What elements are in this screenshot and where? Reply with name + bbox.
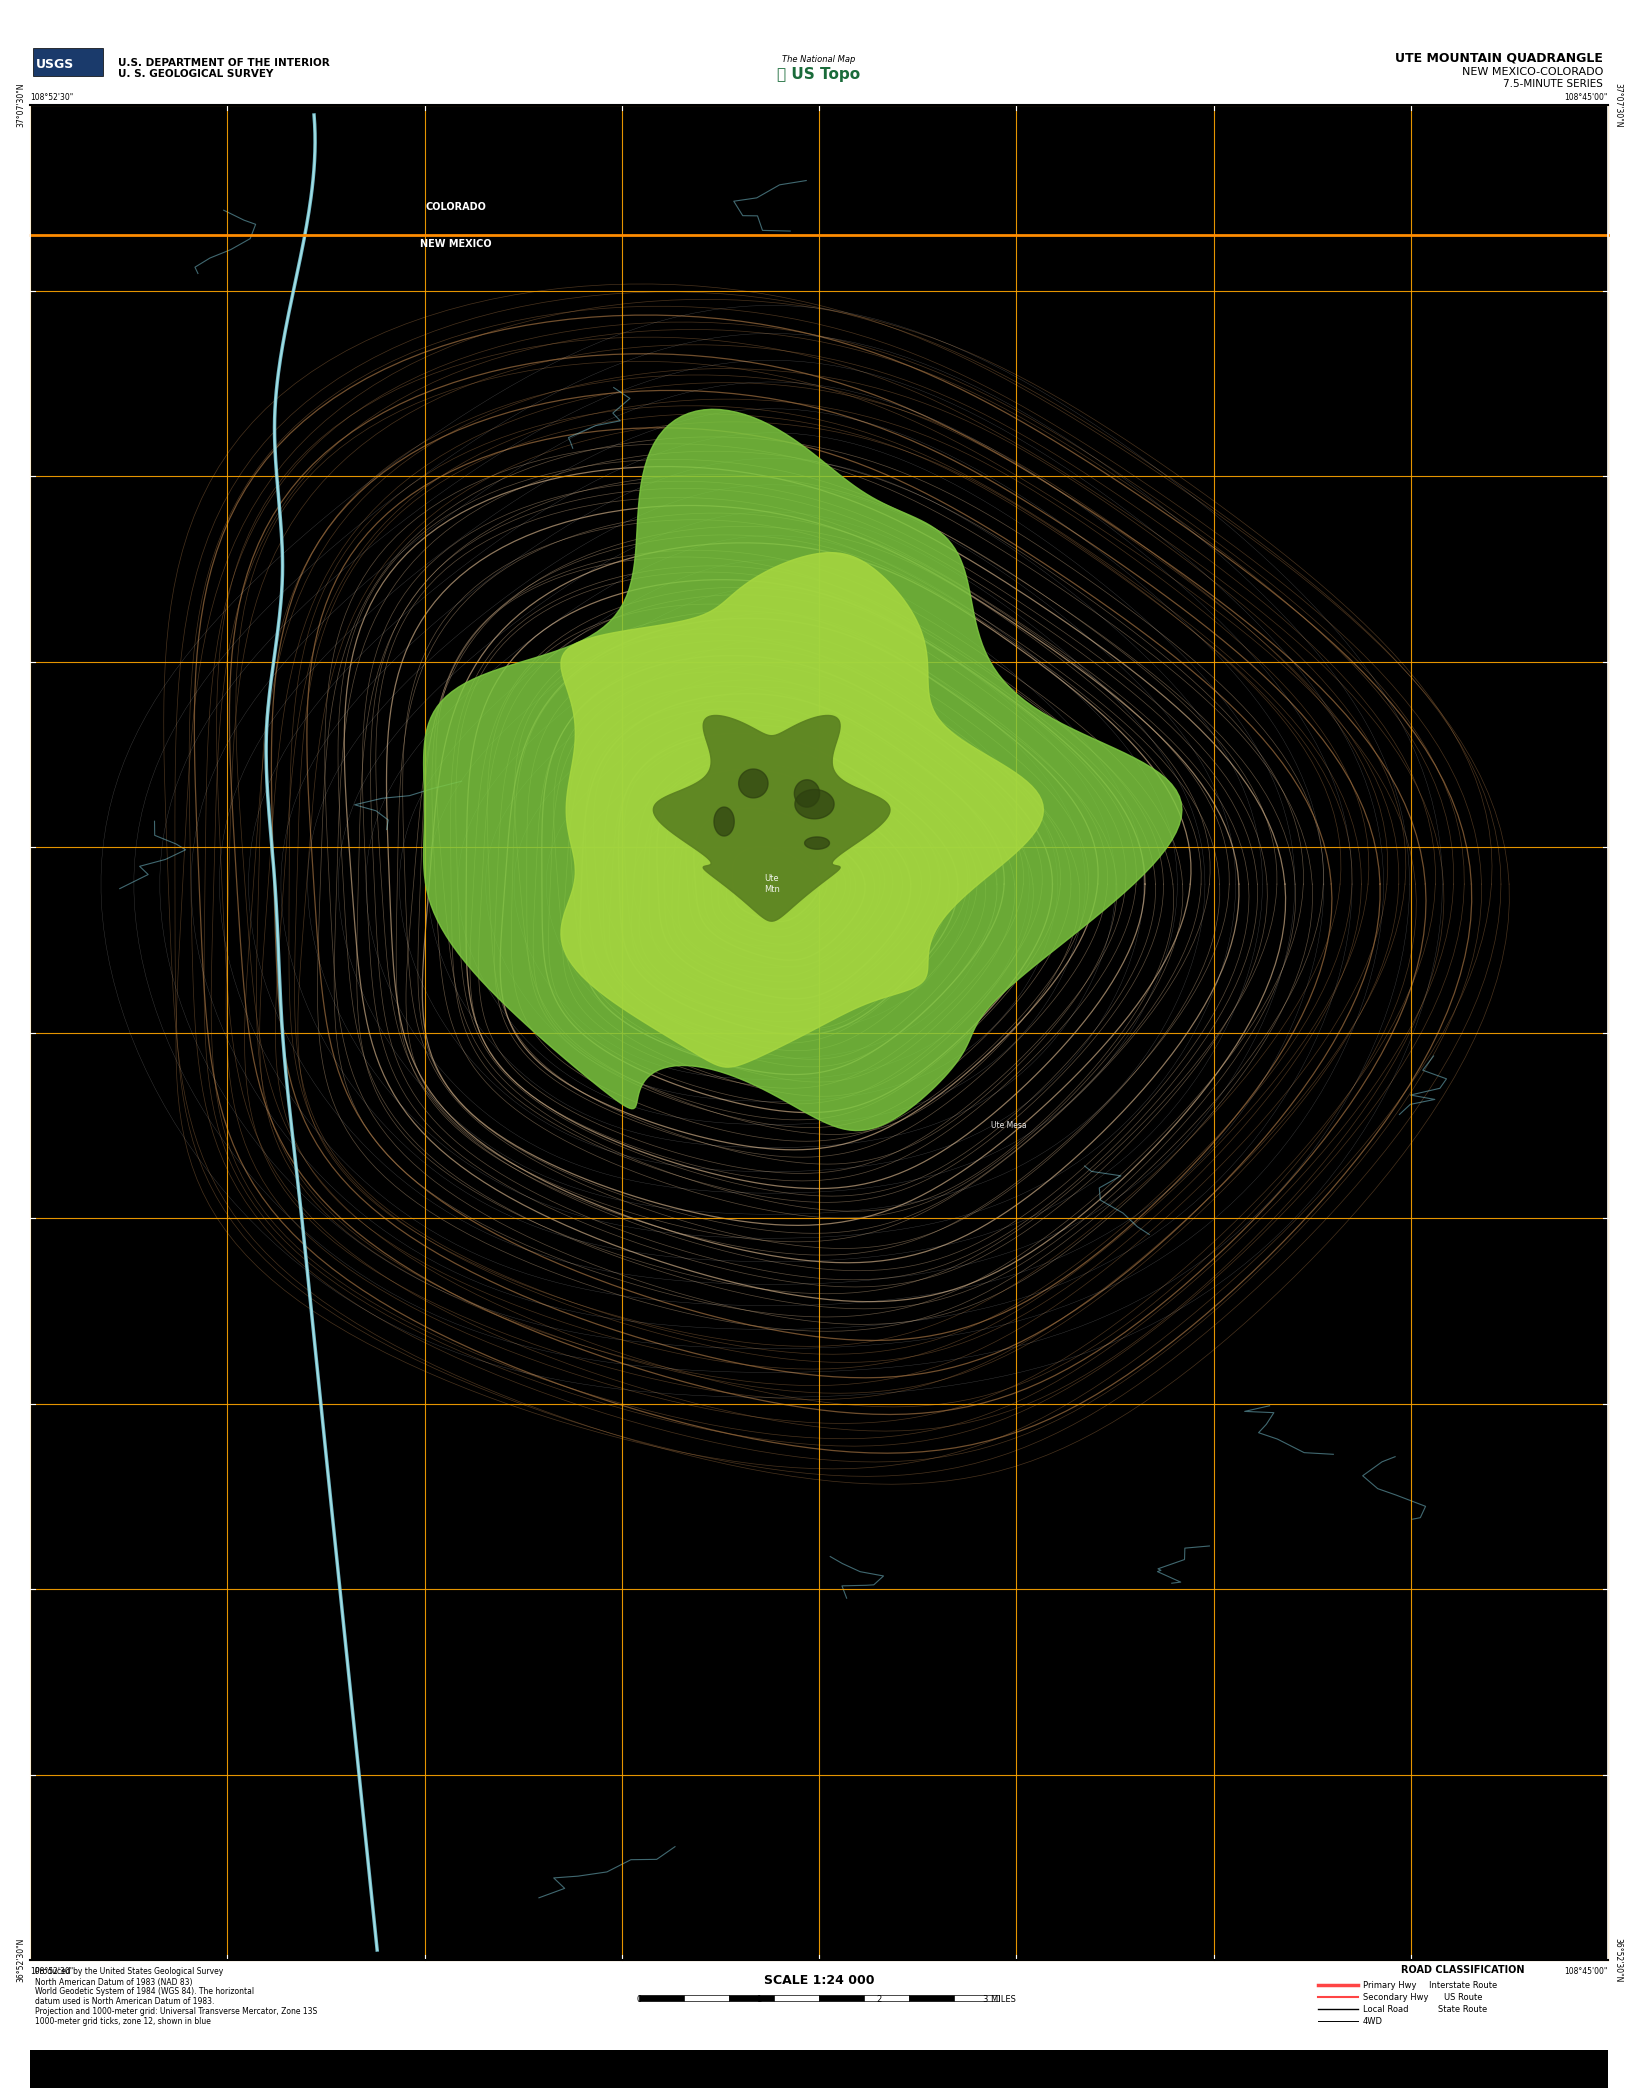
Text: Secondary Hwy: Secondary Hwy xyxy=(1363,1992,1428,2002)
Bar xyxy=(639,1994,685,2000)
Text: UTE MOUNTAIN QUADRANGLE: UTE MOUNTAIN QUADRANGLE xyxy=(1396,52,1604,65)
Text: 4WD: 4WD xyxy=(1363,2017,1382,2025)
Text: SCALE 1:24 000: SCALE 1:24 000 xyxy=(763,1973,875,1986)
Text: U.S. DEPARTMENT OF THE INTERIOR: U.S. DEPARTMENT OF THE INTERIOR xyxy=(118,58,329,69)
Bar xyxy=(909,1994,953,2000)
Text: NEW MEXICO-COLORADO: NEW MEXICO-COLORADO xyxy=(1461,67,1604,77)
Text: 0: 0 xyxy=(637,1994,642,2004)
Text: Ute Mesa: Ute Mesa xyxy=(991,1121,1025,1130)
Polygon shape xyxy=(794,789,834,818)
Text: Interstate Route: Interstate Route xyxy=(1428,1982,1497,1990)
Text: 37°07'30"N: 37°07'30"N xyxy=(16,84,25,127)
Text: NEW MEXICO: NEW MEXICO xyxy=(421,240,491,248)
Polygon shape xyxy=(804,837,829,850)
Text: Local Road: Local Road xyxy=(1363,2004,1409,2013)
Text: 1: 1 xyxy=(757,1994,762,2004)
Text: 36°52'30"N: 36°52'30"N xyxy=(1613,1938,1622,1982)
Bar xyxy=(953,1994,999,2000)
Polygon shape xyxy=(424,409,1183,1130)
Text: World Geodetic System of 1984 (WGS 84). The horizontal: World Geodetic System of 1984 (WGS 84). … xyxy=(34,1988,254,1996)
Text: US Route: US Route xyxy=(1443,1992,1482,2002)
Text: State Route: State Route xyxy=(1438,2004,1487,2013)
Text: 36°52'30"N: 36°52'30"N xyxy=(16,1938,25,1982)
Text: North American Datum of 1983 (NAD 83): North American Datum of 1983 (NAD 83) xyxy=(34,1977,193,1986)
Polygon shape xyxy=(794,779,819,808)
Text: Ute
Mtn: Ute Mtn xyxy=(763,875,780,894)
Bar xyxy=(29,104,1609,1961)
Text: 108°52'30": 108°52'30" xyxy=(29,92,74,102)
Text: Primary Hwy: Primary Hwy xyxy=(1363,1982,1417,1990)
Text: ROAD CLASSIFICATION: ROAD CLASSIFICATION xyxy=(1400,1965,1525,1975)
Text: 7.5-MINUTE SERIES: 7.5-MINUTE SERIES xyxy=(1504,79,1604,90)
Text: 1000-meter grid ticks, zone 12, shown in blue: 1000-meter grid ticks, zone 12, shown in… xyxy=(34,2017,211,2027)
Text: U. S. GEOLOGICAL SURVEY: U. S. GEOLOGICAL SURVEY xyxy=(118,69,274,79)
Text: Produced by the United States Geological Survey: Produced by the United States Geological… xyxy=(34,1967,223,1977)
Text: Projection and 1000-meter grid: Universal Transverse Mercator, Zone 13S: Projection and 1000-meter grid: Universa… xyxy=(34,2007,318,2017)
Polygon shape xyxy=(714,808,734,835)
Bar xyxy=(729,1994,775,2000)
Text: datum used is North American Datum of 1983.: datum used is North American Datum of 19… xyxy=(34,1998,215,2007)
Polygon shape xyxy=(654,716,889,921)
Bar xyxy=(863,1994,909,2000)
Text: 🌎 US Topo: 🌎 US Topo xyxy=(778,67,860,84)
Bar xyxy=(775,1994,819,2000)
Text: USGS: USGS xyxy=(36,58,74,71)
Text: 37°07'30"N: 37°07'30"N xyxy=(1613,84,1622,127)
Bar xyxy=(29,2050,1609,2088)
Text: The National Map: The National Map xyxy=(783,56,855,65)
Text: 108°52'30": 108°52'30" xyxy=(29,1967,74,1977)
Bar xyxy=(819,1994,863,2000)
Text: 3 MILES: 3 MILES xyxy=(983,1994,1016,2004)
Bar xyxy=(685,1994,729,2000)
Text: 108°45'00": 108°45'00" xyxy=(1564,1967,1609,1977)
Text: 2: 2 xyxy=(876,1994,881,2004)
Polygon shape xyxy=(560,553,1043,1067)
Bar xyxy=(29,104,1609,1961)
Text: COLORADO: COLORADO xyxy=(426,203,486,213)
Polygon shape xyxy=(739,768,768,798)
Text: 108°45'00": 108°45'00" xyxy=(1564,92,1609,102)
Bar xyxy=(33,48,103,75)
